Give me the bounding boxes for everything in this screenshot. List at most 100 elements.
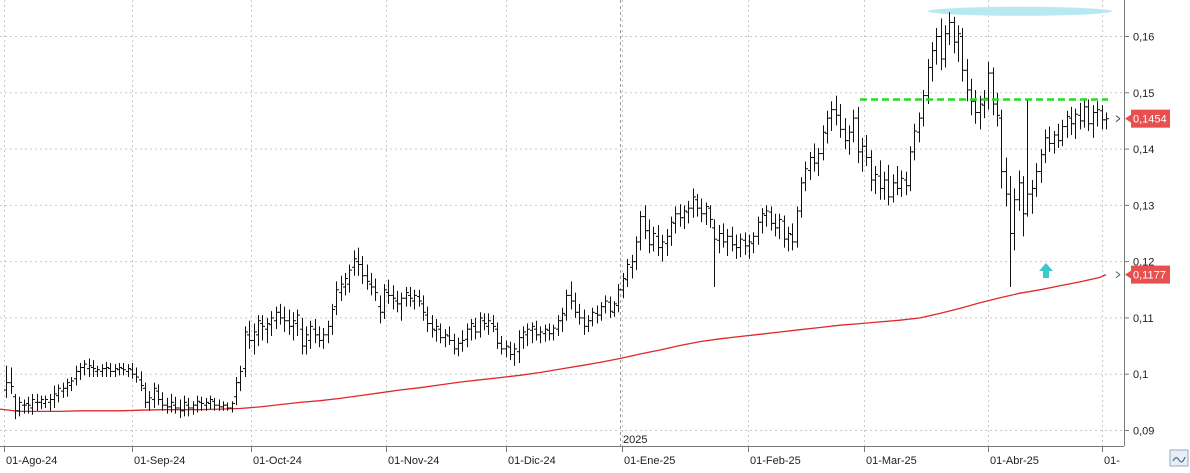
- ohlc-bar: [225, 402, 230, 411]
- ohlc-bar: [17, 396, 22, 417]
- ohlc-bar: [816, 147, 821, 177]
- ohlc-bar: [973, 89, 978, 124]
- ohlc-bar: [469, 319, 474, 341]
- moving-average-tag-box: [1131, 265, 1170, 284]
- ohlc-bar: [569, 281, 574, 310]
- ohlc-bar: [482, 313, 487, 331]
- ohlc-bar: [856, 106, 861, 164]
- ohlc-bar: [87, 358, 92, 378]
- ohlc-bar: [1021, 176, 1026, 237]
- ohlc-bar: [334, 281, 339, 316]
- ohlc-bar: [851, 109, 856, 143]
- ohlc-bar: [660, 234, 665, 262]
- ohlc-bar: [943, 25, 948, 68]
- ohlc-bar: [360, 256, 365, 285]
- ohlc-bar: [508, 341, 513, 361]
- ohlc-bar: [178, 399, 183, 419]
- ohlc-bar: [517, 330, 522, 363]
- moving-average-line: [0, 274, 1107, 413]
- ohlc-bar: [543, 324, 548, 342]
- price-tick-label: 0,13: [1133, 200, 1154, 212]
- ohlc-bar: [643, 205, 648, 240]
- ohlc-bar: [126, 364, 131, 378]
- corner-icon[interactable]: [1169, 449, 1189, 467]
- ohlc-bar: [56, 384, 61, 403]
- ohlc-bar: [1078, 102, 1083, 130]
- ohlc-bar: [1047, 126, 1052, 152]
- ohlc-bar: [873, 165, 878, 195]
- ohlc-bar: [165, 397, 170, 414]
- ohlc-bar: [764, 205, 769, 227]
- wave-icon: [1172, 456, 1186, 463]
- ohlc-bar: [991, 67, 996, 116]
- price-tick-label: 0,15: [1133, 88, 1154, 100]
- ohlc-bars-series: [4, 12, 1109, 420]
- ohlc-bar: [790, 223, 795, 251]
- ohlc-bar: [104, 361, 109, 378]
- ohlc-bar: [616, 284, 621, 313]
- ohlc-bar: [378, 295, 383, 324]
- ohlc-bar: [678, 204, 683, 227]
- ohlc-bar: [438, 323, 443, 344]
- ohlc-bar: [969, 78, 974, 116]
- ohlc-bar: [956, 25, 961, 62]
- ohlc-bar: [521, 326, 526, 349]
- ohlc-bar: [1073, 108, 1078, 139]
- price-axis: 0,160,150,140,130,120,110,10,09: [1124, 0, 1154, 446]
- ohlc-bar: [100, 364, 105, 378]
- ohlc-bar: [1030, 180, 1035, 214]
- ohlc-bar: [773, 213, 778, 237]
- price-labels: 0,1454 0,1177: [1115, 109, 1170, 284]
- ohlc-bar: [530, 322, 535, 344]
- ohlc-bar: [965, 59, 970, 102]
- ohlc-bar: [169, 393, 174, 413]
- ohlc-bar: [1065, 110, 1070, 138]
- ohlc-bar: [934, 28, 939, 65]
- ohlc-bar: [4, 365, 9, 398]
- ohlc-bar: [238, 365, 243, 392]
- ohlc-bar: [326, 320, 331, 344]
- ohlc-bar: [143, 382, 148, 408]
- time-tick-label: 01-Mar-25: [866, 455, 917, 467]
- ohlc-bar: [803, 161, 808, 192]
- ohlc-bar: [1100, 105, 1105, 130]
- year-separator: 2025: [620, 0, 647, 446]
- ohlc-bar: [917, 112, 922, 143]
- ohlc-bar: [243, 326, 248, 378]
- ohlc-bar: [347, 264, 352, 293]
- ohlc-bar: [369, 272, 374, 296]
- price-tick-label: 0,09: [1133, 426, 1154, 438]
- ohlc-bar: [434, 319, 439, 342]
- ohlc-bar: [1025, 99, 1030, 217]
- ohlc-bar: [551, 324, 556, 341]
- ohlc-bar: [582, 309, 587, 335]
- ohlc-bar: [952, 16, 957, 54]
- ohlc-bar: [330, 303, 335, 335]
- ohlc-bar: [630, 254, 635, 279]
- ohlc-bar: [230, 401, 235, 413]
- ohlc-bar: [1052, 131, 1057, 154]
- moving-average-tag-text: 0,1177: [1133, 270, 1166, 282]
- ohlc-bar: [352, 250, 357, 276]
- ohlc-bar: [486, 313, 491, 335]
- ohlc-bar: [9, 367, 14, 394]
- ohlc-bar: [725, 228, 730, 257]
- ohlc-bar: [525, 323, 530, 347]
- ohlc-bar: [730, 226, 735, 252]
- ohlc-bar: [199, 396, 204, 411]
- time-tick-label: 01-Dic-24: [508, 455, 556, 467]
- ohlc-bar: [547, 323, 552, 341]
- ohlc-bar: [313, 319, 318, 344]
- ohlc-bar: [669, 216, 674, 246]
- ohlc-bar: [386, 279, 391, 304]
- ohlc-bar: [1008, 176, 1013, 287]
- ohlc-bar: [930, 42, 935, 82]
- price-tick-label: 0,14: [1133, 144, 1154, 156]
- ohlc-bar: [608, 296, 613, 318]
- ohlc-bar: [843, 118, 848, 150]
- ohlc-bar: [265, 317, 270, 344]
- ohlc-bar: [647, 219, 652, 254]
- ohlc-bar: [69, 377, 74, 392]
- ohlc-bar: [204, 397, 209, 411]
- last-price-tag-text: 0,1454: [1133, 114, 1167, 126]
